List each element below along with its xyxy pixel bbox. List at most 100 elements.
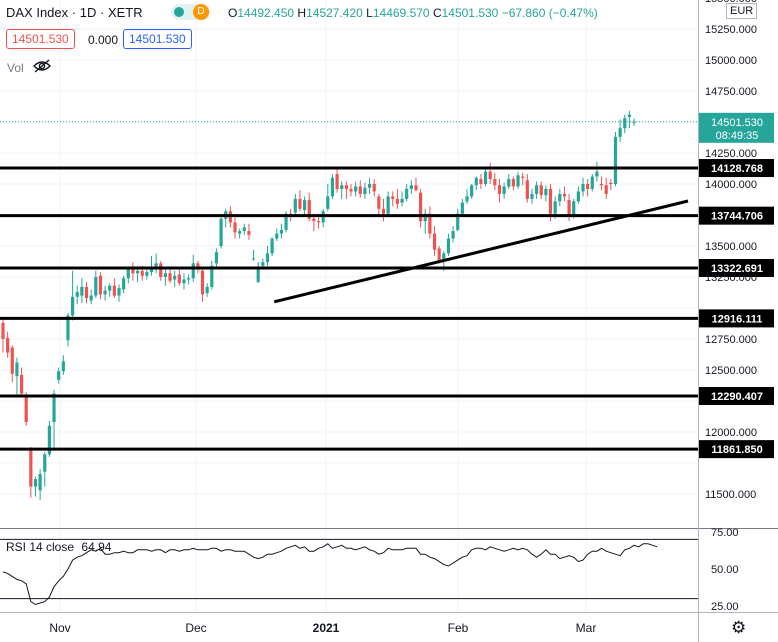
gear-icon[interactable]: ⚙ <box>731 618 747 637</box>
price-tick-label: 14000.000 <box>705 179 757 191</box>
candle-body <box>335 174 339 189</box>
price-tick-label: 15500.000 <box>705 0 757 5</box>
sell-button[interactable]: 14501.530 <box>6 29 75 49</box>
candle-body <box>6 337 10 353</box>
candle <box>474 176 478 191</box>
candle <box>98 272 103 300</box>
open-value: 14492.450 <box>237 6 295 20</box>
candle-body <box>432 233 437 250</box>
candle-body <box>627 114 631 118</box>
candle <box>511 176 515 191</box>
candle-body <box>163 273 167 277</box>
rsi-pane: 75.00 50.00 25.00 <box>0 527 739 613</box>
candle-body <box>400 198 404 203</box>
candle-body <box>340 185 344 189</box>
candle <box>521 172 525 186</box>
candle <box>303 196 307 215</box>
candle-body <box>303 200 307 211</box>
candle-body <box>599 184 604 186</box>
candle-body <box>507 179 511 187</box>
candle-body <box>609 182 613 184</box>
candle-body <box>43 454 47 472</box>
candle-body <box>238 231 242 234</box>
candle-body <box>122 278 126 290</box>
candle <box>24 392 28 426</box>
candle <box>117 284 121 302</box>
level-price-tag <box>699 309 774 328</box>
candle <box>451 226 455 243</box>
candle <box>275 228 279 242</box>
candle-body <box>572 201 576 217</box>
candle-body <box>177 274 181 284</box>
time-tick-label: Feb <box>448 621 469 635</box>
price-tick-label: 13500.000 <box>705 241 757 253</box>
price-tick-label: 12750.000 <box>705 334 757 346</box>
candle <box>525 174 529 203</box>
buy-button[interactable]: 14501.530 <box>123 29 192 49</box>
candle-body <box>108 285 112 291</box>
candle-body <box>149 269 154 273</box>
candle <box>604 177 608 199</box>
candle-body <box>219 218 223 246</box>
candle <box>205 283 209 297</box>
candle-body <box>558 193 562 202</box>
candle-body <box>428 213 432 234</box>
candle <box>377 193 381 215</box>
eye-off-icon[interactable] <box>32 59 52 78</box>
candle-body <box>247 231 251 235</box>
candle-body <box>358 186 362 194</box>
price-tick-label: 15000.000 <box>705 55 757 67</box>
candle <box>539 181 543 199</box>
candle <box>29 446 33 498</box>
candle-body <box>465 196 469 202</box>
ohlc-readout: O14492.450 H14527.420 L14469.570 C14501.… <box>228 6 598 20</box>
current-price-label: 14501.530 <box>711 117 763 129</box>
candle-body <box>1 322 5 339</box>
candle <box>1 317 5 353</box>
candle <box>10 345 14 383</box>
time-tick-label: 2021 <box>313 621 340 635</box>
volume-label: Vol <box>7 61 24 75</box>
candle <box>613 131 618 187</box>
high-value: 14527.420 <box>306 6 363 20</box>
market-status-toggle[interactable]: D <box>171 4 211 20</box>
level-price-tag <box>699 206 774 225</box>
exchange-label: XETR <box>107 5 143 20</box>
candle <box>131 262 135 281</box>
candle <box>52 389 56 450</box>
rsi-label: RSI 14 close <box>6 540 75 554</box>
candle-body <box>470 185 474 197</box>
candle-body <box>66 315 70 341</box>
candle <box>530 188 534 204</box>
candle <box>122 275 126 294</box>
candle-body <box>131 269 135 274</box>
candle-body <box>103 290 107 295</box>
candle-body <box>71 296 75 316</box>
current-price-tag <box>699 112 774 143</box>
candle <box>395 188 399 209</box>
candle-body <box>446 238 451 254</box>
candle-body <box>460 202 464 214</box>
candle <box>177 268 181 286</box>
candle <box>108 283 112 297</box>
level-price-tag <box>699 258 774 277</box>
candle <box>405 184 409 202</box>
candle-body <box>590 176 594 189</box>
candle-body <box>52 393 56 423</box>
candle-body <box>173 275 177 280</box>
candle-body <box>381 208 386 214</box>
candle <box>298 190 302 212</box>
candle <box>214 248 219 268</box>
candle <box>19 367 24 397</box>
candle-body <box>159 263 163 277</box>
candle-body <box>493 179 497 186</box>
candle <box>57 367 61 384</box>
currency-label[interactable]: EUR <box>726 3 758 19</box>
candle-body <box>15 362 19 377</box>
candle <box>43 451 47 487</box>
candle-body <box>521 176 525 178</box>
plot-area <box>0 0 698 612</box>
candle-body <box>613 136 618 184</box>
candle-body <box>24 397 28 423</box>
